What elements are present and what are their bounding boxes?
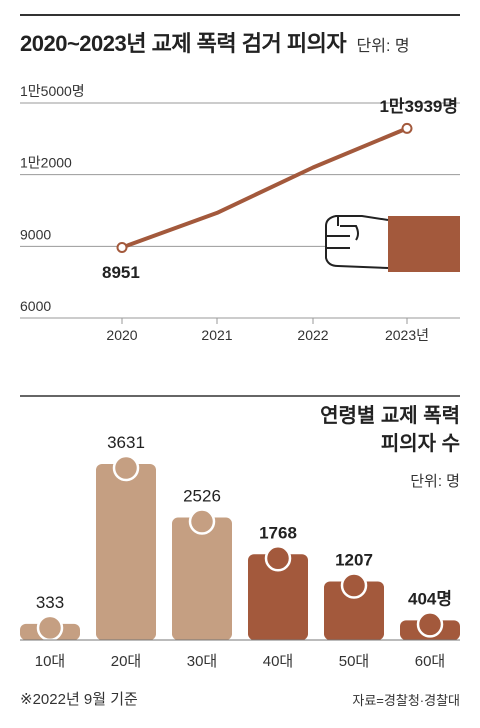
bar xyxy=(96,464,156,640)
bar-value-label: 1207 xyxy=(335,550,373,569)
bar-head-marker xyxy=(264,545,292,572)
data-label-first: 8951 xyxy=(102,263,140,282)
bar-head-marker xyxy=(188,508,216,535)
chart-unit: 단위: 명 xyxy=(356,38,410,55)
bar-chart-title: 연령별 교제 폭력 피의자 수 xyxy=(320,402,460,458)
data-label-last: 1만3939명 xyxy=(379,97,458,116)
x-tick-label: 2022 xyxy=(297,327,328,343)
bar-value-label: 333 xyxy=(36,593,64,612)
bar-value-label: 2526 xyxy=(183,487,221,506)
x-tick-label: 2021 xyxy=(201,327,232,343)
bar-head-marker xyxy=(340,572,368,599)
y-tick-label: 6000 xyxy=(20,298,51,314)
source: 자료=경찰청·경찰대 xyxy=(352,693,460,708)
chart-header: 2020~2023년 교제 폭력 검거 피의자 단위: 명 xyxy=(20,26,460,60)
bar xyxy=(172,517,232,640)
category-label: 60대 xyxy=(415,653,446,670)
footnote: ※2022년 9월 기준 xyxy=(20,691,138,708)
x-tick-label: 2023년 xyxy=(385,327,429,343)
bar-head-marker xyxy=(416,611,444,638)
bar-value-label: 1768 xyxy=(259,523,297,542)
fist-icon xyxy=(325,215,460,272)
category-label: 20대 xyxy=(111,653,142,670)
category-label: 40대 xyxy=(263,653,294,670)
x-tick-label: 2020 xyxy=(106,327,137,343)
y-tick-label: 1만2000 xyxy=(20,155,72,171)
top-rule xyxy=(20,14,460,16)
bar xyxy=(324,581,384,640)
bar xyxy=(248,554,308,640)
bar-title-line-1: 연령별 교제 폭력 xyxy=(320,405,460,427)
data-point-marker xyxy=(116,242,128,254)
category-label: 50대 xyxy=(339,653,370,670)
category-label: 30대 xyxy=(187,653,218,670)
data-point-marker xyxy=(401,122,413,134)
line-chart: 6000 9000 1만2000 1만5000명 2020 2021 2022 2023년 89… xyxy=(20,83,460,343)
bar-chart-unit: 단위: 명 xyxy=(410,473,460,490)
bar-head-marker xyxy=(36,614,64,642)
bar-value-label: 3631 xyxy=(107,433,145,452)
y-tick-label: 9000 xyxy=(20,226,51,242)
bar-value-label: 404명 xyxy=(408,589,452,608)
category-label: 10대 xyxy=(35,653,66,670)
bar-title-line-2: 피의자 수 xyxy=(380,433,460,455)
y-tick-label: 1만5000명 xyxy=(20,83,85,99)
bar-head-marker xyxy=(112,454,140,482)
series-line xyxy=(121,126,408,250)
chart-title: 2020~2023년 교제 폭력 검거 피의자 xyxy=(20,31,347,56)
